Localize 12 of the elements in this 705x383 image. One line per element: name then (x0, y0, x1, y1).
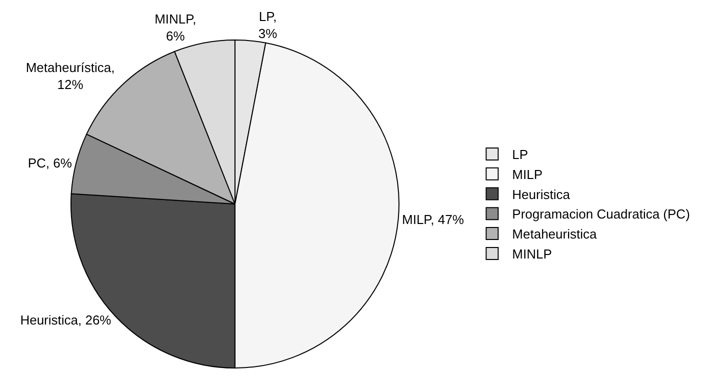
data-label: MILP, 47% (402, 212, 464, 227)
data-label: MINLP, 6% (154, 12, 196, 44)
legend-label: LP (512, 147, 528, 162)
legend-label: Metaheuristica (512, 226, 598, 242)
legend-label: MINLP (512, 246, 552, 262)
legend-label: Programacion Cuadratica (PC) (512, 206, 690, 222)
data-label: Metaheurística, 12% (26, 60, 115, 92)
data-label: Heuristica, 26% (20, 312, 112, 328)
data-label: LP, 3% (258, 8, 278, 41)
legend-label: MILP (512, 166, 543, 182)
data-label: PC, 6% (28, 155, 72, 170)
legend-label: Heuristica (512, 186, 571, 202)
